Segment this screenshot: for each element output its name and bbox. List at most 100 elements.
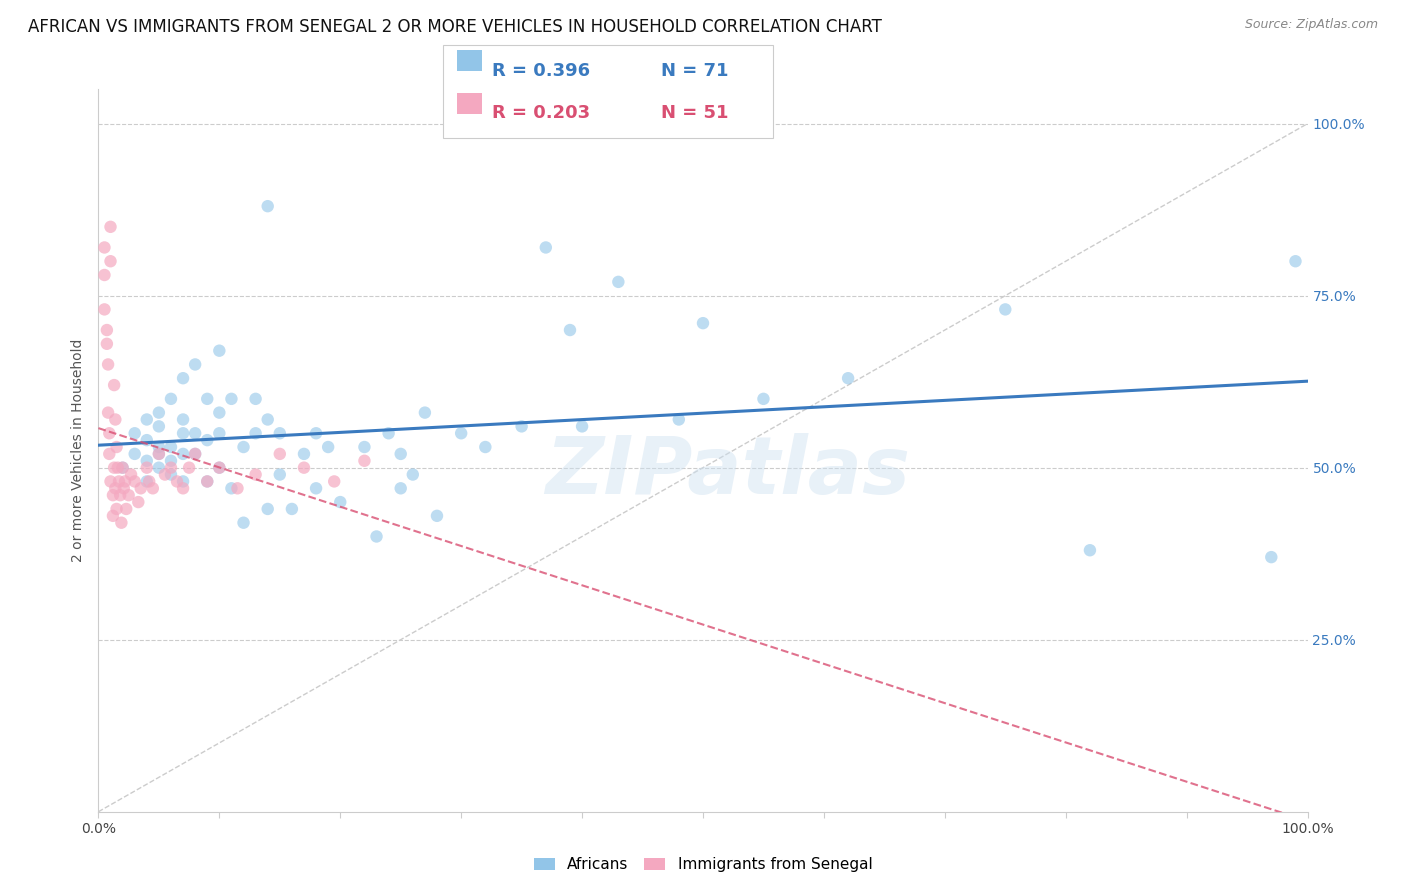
Point — [256, 199, 278, 213]
Point — [208, 406, 231, 420]
Point — [148, 447, 170, 461]
Point — [135, 433, 157, 447]
Point — [607, 275, 630, 289]
Point — [184, 447, 207, 461]
Point — [269, 426, 291, 441]
Point — [389, 481, 412, 495]
Point — [752, 392, 775, 406]
Point — [101, 508, 124, 523]
Point — [98, 447, 121, 461]
Point — [353, 440, 375, 454]
Point — [148, 447, 170, 461]
Point — [184, 426, 207, 441]
Point — [208, 460, 231, 475]
Point — [96, 323, 118, 337]
Point — [105, 440, 128, 454]
Point — [245, 467, 267, 482]
Point — [111, 460, 134, 475]
Point — [100, 254, 122, 268]
Point — [305, 481, 328, 495]
Text: AFRICAN VS IMMIGRANTS FROM SENEGAL 2 OR MORE VEHICLES IN HOUSEHOLD CORRELATION C: AFRICAN VS IMMIGRANTS FROM SENEGAL 2 OR … — [28, 18, 882, 36]
Point — [377, 426, 399, 441]
Point — [402, 467, 425, 482]
Point — [127, 495, 149, 509]
Point — [124, 426, 146, 441]
Point — [269, 467, 291, 482]
Legend: Africans, Immigrants from Senegal: Africans, Immigrants from Senegal — [526, 849, 880, 880]
Point — [124, 447, 146, 461]
Point — [129, 481, 152, 495]
Text: R = 0.396: R = 0.396 — [492, 62, 591, 79]
Point — [108, 475, 131, 489]
Text: Source: ZipAtlas.com: Source: ZipAtlas.com — [1244, 18, 1378, 31]
Point — [184, 447, 207, 461]
Point — [208, 343, 231, 358]
Point — [450, 426, 472, 441]
Point — [93, 302, 115, 317]
Point — [107, 460, 129, 475]
Point — [112, 481, 135, 495]
Point — [316, 440, 339, 454]
Point — [353, 454, 375, 468]
Point — [166, 475, 188, 489]
Point — [323, 475, 346, 489]
Point — [148, 460, 170, 475]
Point — [692, 316, 714, 330]
Text: N = 51: N = 51 — [661, 104, 728, 122]
Point — [148, 419, 170, 434]
Text: R = 0.203: R = 0.203 — [492, 104, 591, 122]
Point — [232, 516, 254, 530]
Point — [172, 412, 194, 426]
Point — [184, 358, 207, 372]
Point — [195, 475, 218, 489]
Point — [160, 440, 183, 454]
Point — [510, 419, 533, 434]
Point — [366, 529, 388, 543]
Point — [120, 467, 142, 482]
Point — [232, 440, 254, 454]
Point — [994, 302, 1017, 317]
Point — [98, 426, 121, 441]
Point — [305, 426, 328, 441]
Y-axis label: 2 or more Vehicles in Household: 2 or more Vehicles in Household — [72, 339, 86, 562]
Point — [97, 406, 120, 420]
Text: N = 71: N = 71 — [661, 62, 728, 79]
Point — [329, 495, 352, 509]
Point — [172, 475, 194, 489]
Point — [668, 412, 690, 426]
Point — [292, 447, 315, 461]
Point — [104, 412, 127, 426]
Point — [571, 419, 593, 434]
Point — [534, 240, 557, 254]
Point — [160, 460, 183, 475]
Point — [148, 440, 170, 454]
Point — [160, 467, 183, 482]
Point — [195, 475, 218, 489]
Point — [269, 447, 291, 461]
Point — [245, 392, 267, 406]
Point — [108, 488, 131, 502]
Point — [426, 508, 449, 523]
Text: ZIPatlas: ZIPatlas — [544, 434, 910, 511]
Point — [135, 475, 157, 489]
Point — [100, 475, 122, 489]
Point — [221, 392, 243, 406]
Point — [105, 502, 128, 516]
Point — [111, 460, 134, 475]
Point — [160, 392, 183, 406]
Point — [100, 219, 122, 234]
Point — [281, 502, 304, 516]
Point — [226, 481, 249, 495]
Point — [172, 426, 194, 441]
Point — [256, 502, 278, 516]
Point — [138, 475, 160, 489]
Point — [101, 488, 124, 502]
Point — [1260, 550, 1282, 565]
Point — [153, 467, 176, 482]
Point — [110, 516, 132, 530]
Point — [179, 460, 201, 475]
Point — [103, 378, 125, 392]
Point — [474, 440, 496, 454]
Point — [142, 481, 165, 495]
Point — [172, 481, 194, 495]
